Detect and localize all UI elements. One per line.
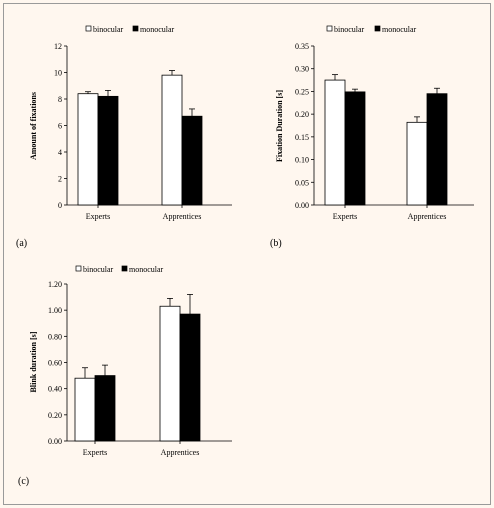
bar-binocular-apprentices: [161, 74, 183, 206]
y-tick-label: 4: [58, 148, 62, 157]
y-tick-label: 0.20: [48, 411, 62, 420]
legend-swatch-monocular: [132, 25, 139, 32]
panel-label: (b): [270, 238, 282, 249]
y-tick-label: 0.80: [48, 332, 62, 341]
x-tick-label: Apprentices: [163, 212, 202, 221]
bar-binocular-apprentices: [159, 305, 181, 442]
chart-panel-1: 0 2 4 6 8 10 12 Amount of fixations Experts Appre…: [16, 25, 232, 249]
legend-label-monocular: monocular: [382, 25, 417, 34]
y-tick-label: 0.25: [295, 87, 309, 96]
y-tick-label: 0.10: [295, 156, 309, 165]
y-tick-label: 0.30: [295, 65, 309, 74]
chart-panel-2: 0.00 0.05 0.10 0.15 0.20 0.25 0.30 0.35 Fixation…: [270, 25, 474, 249]
chart-panel-3: 0.00 0.20 0.40 0.60 0.80 1.00 1.20 Blink durati…: [18, 265, 232, 487]
x-tick-label: Experts: [83, 448, 107, 457]
y-tick-label: 0.15: [295, 133, 309, 142]
bar-monocular-apprentices: [179, 313, 201, 442]
bar-binocular-experts: [77, 93, 99, 206]
legend-swatch-monocular: [374, 25, 381, 32]
y-tick-label: 0.00: [295, 201, 309, 210]
panel-label: (a): [16, 238, 27, 249]
bar-binocular-experts: [324, 79, 346, 206]
bar-monocular-apprentices: [426, 93, 448, 206]
y-tick-label: 0.05: [295, 178, 309, 187]
bar-monocular-apprentices: [181, 115, 203, 206]
legend-label-monocular: monocular: [129, 265, 164, 274]
legend-swatch-binocular: [85, 25, 92, 32]
legend-label-binocular: binocular: [93, 25, 124, 34]
y-tick-label: 0.40: [48, 385, 62, 394]
y-tick-label: 0.35: [295, 42, 309, 51]
y-tick-label: 0.20: [295, 110, 309, 119]
y-axis-label: Amount of fixations: [29, 92, 38, 160]
y-tick-label: 6: [58, 122, 62, 131]
y-tick-label: 2: [58, 175, 62, 184]
x-tick-label: Apprentices: [161, 448, 200, 457]
bar-binocular-apprentices: [406, 121, 428, 206]
y-tick-label: 0: [58, 201, 62, 210]
y-tick-label: 10: [54, 69, 62, 78]
y-tick-label: 0.00: [48, 437, 62, 446]
y-tick-label: 12: [54, 42, 62, 51]
bar-monocular-experts: [97, 95, 119, 206]
legend-swatch-monocular: [121, 265, 128, 272]
legend-label-monocular: monocular: [140, 25, 175, 34]
legend-swatch-binocular: [326, 25, 333, 32]
y-tick-label: 0.60: [48, 359, 62, 368]
x-tick-label: Apprentices: [408, 212, 447, 221]
legend-label-binocular: binocular: [334, 25, 365, 34]
bar-binocular-experts: [74, 377, 96, 442]
y-tick-label: 8: [58, 95, 62, 104]
bar-monocular-experts: [344, 91, 366, 206]
y-tick-label: 1.20: [48, 280, 62, 289]
x-tick-label: Experts: [333, 212, 357, 221]
legend-swatch-binocular: [75, 265, 82, 272]
bar-monocular-experts: [94, 375, 116, 442]
y-tick-label: 1.00: [48, 306, 62, 315]
x-tick-label: Experts: [86, 212, 110, 221]
panel-label: (c): [18, 476, 29, 487]
legend-label-binocular: binocular: [83, 265, 114, 274]
y-axis-label: Fixation Duration [s]: [275, 90, 284, 162]
y-axis-label: Blink duration [s]: [29, 331, 38, 392]
